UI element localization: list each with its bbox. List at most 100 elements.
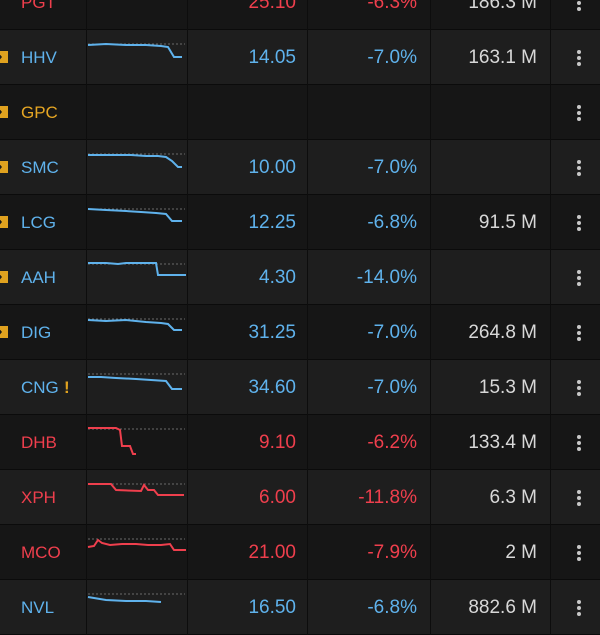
volume-value: 186.3 M xyxy=(468,0,537,13)
column-divider xyxy=(307,580,308,635)
more-options-icon[interactable] xyxy=(569,30,589,85)
price-value: 34.60 xyxy=(248,377,296,398)
more-options-icon[interactable] xyxy=(569,305,589,360)
sparkline-path xyxy=(87,42,182,58)
price-sparkline xyxy=(88,373,185,390)
column-divider xyxy=(550,415,551,470)
stock-row-hhv[interactable]: HHV 14.05 -7.0% 163.1 M xyxy=(0,30,600,85)
column-divider xyxy=(550,580,551,635)
price-value: 9.10 xyxy=(259,432,296,453)
column-divider xyxy=(86,140,87,195)
stock-row-gpc[interactable]: GPC xyxy=(0,85,600,140)
price-value: 31.25 xyxy=(248,322,296,343)
stock-row-mco[interactable]: MCO 21.00 -7.9% 2 M xyxy=(0,525,600,580)
change-percent: -7.0% xyxy=(367,157,417,178)
bookmark-flag-icon xyxy=(0,326,8,338)
change-percent: -11.8% xyxy=(358,487,417,508)
price-value: 14.05 xyxy=(248,47,296,68)
column-divider xyxy=(550,470,551,525)
stock-row-aah[interactable]: AAH 4.30 -14.0% xyxy=(0,250,600,305)
column-divider xyxy=(430,305,431,360)
column-divider xyxy=(307,195,308,250)
sparkline-path xyxy=(88,154,182,168)
stock-symbol: MCO xyxy=(21,543,61,562)
column-divider xyxy=(550,30,551,85)
stock-row-dig[interactable]: DIG 31.25 -7.0% 264.8 M xyxy=(0,305,600,360)
price-value: 25.10 xyxy=(248,0,296,13)
column-divider xyxy=(430,525,431,580)
column-divider xyxy=(430,580,431,635)
column-divider xyxy=(187,250,188,305)
stock-row-dhb[interactable]: DHB 9.10 -6.2% 133.4 M xyxy=(0,415,600,470)
more-options-icon[interactable] xyxy=(569,525,589,580)
column-divider xyxy=(430,195,431,250)
more-options-icon[interactable] xyxy=(569,470,589,525)
more-options-icon[interactable] xyxy=(569,85,589,140)
change-percent: -6.2% xyxy=(367,432,417,453)
price-sparkline xyxy=(86,0,187,25)
change-percent: -7.0% xyxy=(367,377,417,398)
more-options-icon[interactable] xyxy=(569,580,589,635)
more-options-icon[interactable] xyxy=(569,140,589,195)
change-percent: -7.0% xyxy=(367,322,417,343)
column-divider xyxy=(86,85,87,140)
price-sparkline xyxy=(87,42,185,58)
sparkline-path xyxy=(88,483,184,496)
column-divider xyxy=(86,250,87,305)
price-sparkline xyxy=(88,153,185,168)
more-options-icon[interactable] xyxy=(569,360,589,415)
column-divider xyxy=(550,140,551,195)
bookmark-flag-icon xyxy=(0,216,8,228)
column-divider xyxy=(187,525,188,580)
stock-symbol: XPH xyxy=(21,488,56,507)
stock-symbol: GPC xyxy=(21,103,58,122)
more-options-icon[interactable] xyxy=(569,0,589,30)
column-divider xyxy=(307,470,308,525)
sparkline-path xyxy=(87,538,186,551)
column-divider xyxy=(307,85,308,140)
change-percent: -7.9% xyxy=(367,542,417,563)
column-divider xyxy=(430,0,431,30)
column-divider xyxy=(430,85,431,140)
price-sparkline xyxy=(88,427,185,455)
more-options-icon[interactable] xyxy=(569,250,589,305)
more-options-icon[interactable] xyxy=(569,195,589,250)
column-divider xyxy=(86,415,87,470)
stock-row-smc[interactable]: SMC 10.00 -7.0% xyxy=(0,140,600,195)
stock-row-lcg[interactable]: LCG 12.25 -6.8% 91.5 M xyxy=(0,195,600,250)
column-divider xyxy=(550,0,551,30)
stock-row-xph[interactable]: XPH 6.00 -11.8% 6.3 M xyxy=(0,470,600,525)
more-options-icon[interactable] xyxy=(569,415,589,470)
sparkline-path xyxy=(88,427,136,455)
column-divider xyxy=(86,30,87,85)
column-divider xyxy=(550,195,551,250)
sparkline-path xyxy=(88,262,186,276)
column-divider xyxy=(550,305,551,360)
price-value: 12.25 xyxy=(248,212,296,233)
change-percent: -14.0% xyxy=(356,267,417,288)
volume-value: 2 M xyxy=(505,542,537,563)
volume-value: 882.6 M xyxy=(468,597,537,618)
column-divider xyxy=(430,30,431,85)
stock-symbol: LCG xyxy=(21,213,56,232)
stock-symbol: DHB xyxy=(21,433,57,452)
price-value: 6.00 xyxy=(259,487,296,508)
change-percent: -6.8% xyxy=(367,597,417,618)
stock-row-nvl[interactable]: NVL 16.50 -6.8% 882.6 M xyxy=(0,580,600,635)
column-divider xyxy=(187,195,188,250)
column-divider xyxy=(86,305,87,360)
column-divider xyxy=(86,525,87,580)
column-divider xyxy=(550,85,551,140)
column-divider xyxy=(187,30,188,85)
bookmark-flag-icon xyxy=(0,271,8,283)
column-divider xyxy=(86,195,87,250)
volume-value: 91.5 M xyxy=(478,212,537,233)
price-sparkline xyxy=(88,483,185,496)
price-sparkline xyxy=(87,208,185,222)
sparkline-path xyxy=(87,318,182,331)
price-value: 4.30 xyxy=(259,267,296,288)
stock-row-pgt[interactable]: PGT 25.10 -6.3% 186.3 M xyxy=(0,0,600,30)
stock-row-cng[interactable]: CNG! 34.60 -7.0% 15.3 M xyxy=(0,360,600,415)
change-percent: -6.3% xyxy=(367,0,417,13)
